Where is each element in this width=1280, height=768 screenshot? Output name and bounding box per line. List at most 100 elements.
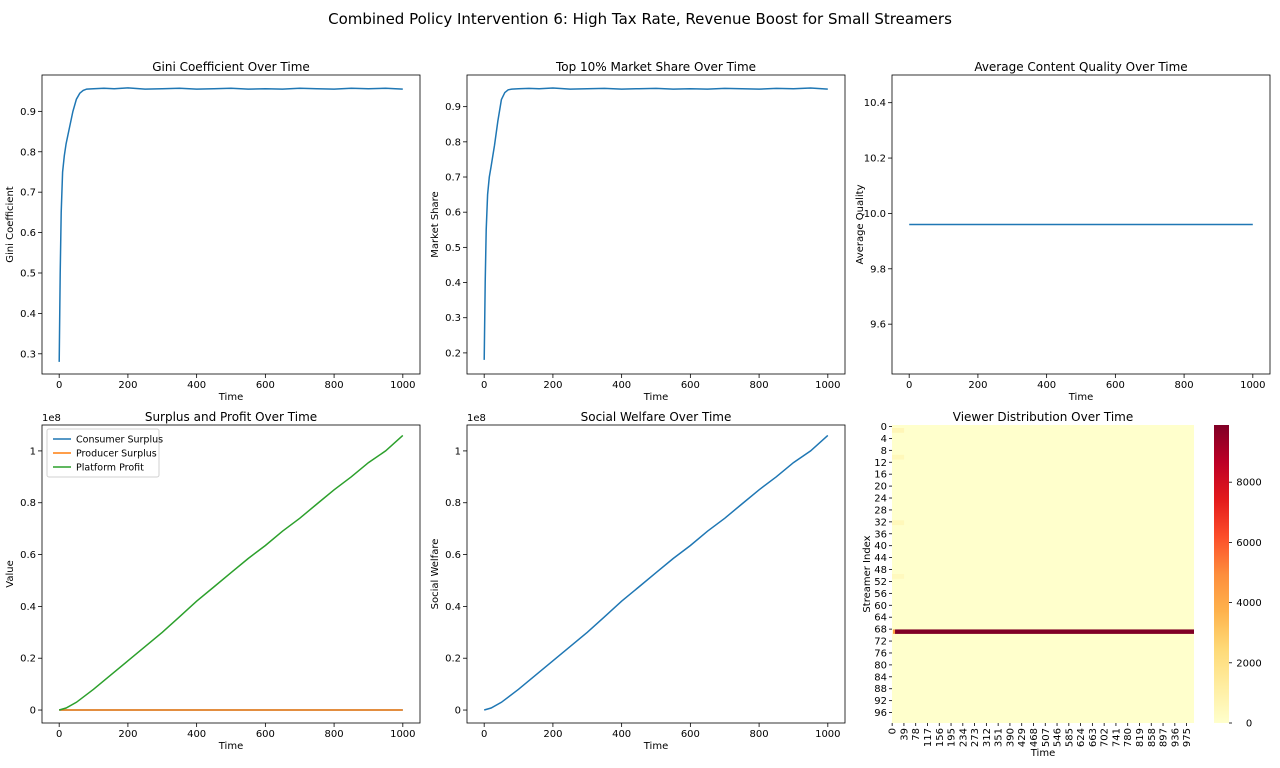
x-tick-label: 663	[1088, 728, 1099, 747]
y-offset-text: 1e8	[467, 413, 486, 424]
gini-chart: 0 200 400 600 800 1000 0.3 0.4 0.5 0.6 0.7 0.8 0.9 Gi…	[5, 60, 421, 403]
axes-frame	[466, 74, 846, 375]
y-tick-label: 0.6	[20, 228, 36, 239]
x-tick-label: 0	[56, 380, 62, 391]
y-tick-label: 68	[874, 625, 887, 636]
axes-frame	[41, 424, 421, 724]
x-tick-label: 1000	[390, 380, 415, 391]
axes-frame	[41, 74, 421, 375]
y-tick-label: 0.6	[20, 550, 36, 561]
legend-label: Consumer Surplus	[76, 435, 163, 446]
y-axis-label: Social Welfare	[430, 539, 441, 610]
y-tick-label: 0.4	[20, 309, 36, 320]
y-tick-label: 52	[874, 577, 887, 588]
y-tick-label: 0	[881, 422, 887, 433]
y-tick-label: 0.8	[445, 137, 461, 148]
y-tick-label: 0.4	[445, 278, 461, 289]
x-tick-label: 0	[481, 729, 487, 740]
chart-title: Viewer Distribution Over Time	[953, 410, 1133, 424]
axes-frame	[466, 424, 846, 724]
colorbar-tick-label: 8000	[1236, 478, 1261, 489]
y-offset-text: 1e8	[42, 413, 61, 424]
x-axis-label: Time	[643, 741, 668, 752]
y-tick-label: 4	[881, 434, 887, 445]
legend-label: Producer Surplus	[76, 449, 157, 460]
x-axis-label: Time	[218, 741, 243, 752]
x-tick-label: 468	[1029, 728, 1040, 747]
x-tick-label: 39	[899, 728, 910, 741]
y-tick-label: 92	[874, 696, 887, 707]
x-axis-label: Time	[1030, 748, 1055, 759]
x-tick-label: 800	[325, 380, 344, 391]
x-tick-label: 800	[750, 729, 769, 740]
x-tick-label: 975	[1182, 728, 1193, 747]
colorbar-tick-label: 2000	[1236, 658, 1261, 669]
x-tick-label: 936	[1170, 728, 1181, 747]
x-tick-label: 200	[118, 729, 137, 740]
y-tick-label: 72	[874, 637, 887, 648]
chart-title: Surplus and Profit Over Time	[145, 410, 317, 424]
x-tick-label: 200	[968, 380, 987, 391]
market-share-chart: 0 200 400 600 800 1000 0.2 0.3 0.4 0.5 0.6 0.7 0.8 0.…	[430, 60, 846, 403]
y-tick-label: 9.6	[870, 320, 886, 331]
y-tick-label: 84	[874, 672, 887, 683]
surplus-profit-chart: 0 200 400 600 800 1000 0 0.2 0.4 0.6 0.8 1 Surplus a…	[5, 410, 421, 752]
x-tick-label: 600	[256, 729, 275, 740]
x-tick-label: 390	[1005, 728, 1016, 747]
y-tick-label: 0.3	[20, 349, 36, 360]
chart-title: Gini Coefficient Over Time	[152, 60, 310, 74]
x-tick-label: 156	[935, 728, 946, 747]
x-axis-label: Time	[218, 392, 243, 403]
y-tick-label: 64	[874, 613, 887, 624]
y-axis-label: Value	[5, 560, 16, 587]
y-tick-label: 0.3	[445, 313, 461, 324]
x-tick-label: 507	[1041, 728, 1052, 747]
colorbar-tick-label: 4000	[1236, 598, 1261, 609]
x-tick-label: 200	[543, 380, 562, 391]
x-tick-label: 897	[1159, 728, 1170, 747]
y-tick-label: 0.2	[445, 654, 461, 665]
x-tick-label: 117	[923, 728, 934, 747]
y-tick-label: 80	[874, 660, 887, 671]
x-tick-label: 780	[1123, 728, 1134, 747]
series-line-0	[58, 87, 403, 362]
y-tick-label: 10.2	[864, 154, 886, 165]
y-tick-label: 96	[874, 708, 887, 719]
y-axis-label: Gini Coefficient	[5, 186, 16, 263]
social-welfare-chart: 0 200 400 600 800 1000 0 0.2 0.4 0.6 0.8 1 Social We…	[430, 410, 846, 752]
y-tick-label: 32	[874, 517, 887, 528]
y-tick-label: 76	[874, 648, 887, 659]
series-line-0	[483, 434, 829, 711]
heatmap-cell-transition	[893, 629, 896, 634]
x-tick-label: 600	[1106, 380, 1125, 391]
x-tick-label: 400	[187, 729, 206, 740]
heatmap-cell-streamer-69	[895, 629, 1194, 634]
figure-title: Combined Policy Intervention 6: High Tax…	[328, 10, 952, 28]
x-tick-label: 702	[1100, 728, 1111, 747]
y-tick-label: 1	[30, 446, 36, 457]
x-tick-label: 0	[888, 728, 899, 734]
x-tick-label: 78	[911, 728, 922, 741]
y-tick-label: 12	[874, 458, 887, 469]
x-tick-label: 1000	[815, 729, 840, 740]
x-tick-label: 200	[543, 729, 562, 740]
y-tick-label: 0.9	[445, 102, 461, 113]
y-tick-label: 0.8	[20, 147, 36, 158]
y-tick-label: 1	[455, 446, 461, 457]
x-tick-label: 312	[982, 728, 993, 747]
heatmap-background	[892, 425, 1194, 723]
chart-title: Top 10% Market Share Over Time	[555, 60, 756, 74]
x-tick-label: 819	[1135, 728, 1146, 747]
y-tick-label: 44	[874, 553, 887, 564]
x-tick-label: 600	[681, 729, 700, 740]
y-tick-label: 0.4	[445, 602, 461, 613]
y-tick-label: 24	[874, 494, 887, 505]
x-tick-label: 800	[325, 729, 344, 740]
y-tick-label: 0.6	[445, 550, 461, 561]
x-tick-label: 400	[612, 380, 631, 391]
x-axis-label: Time	[1068, 392, 1093, 403]
y-tick-label: 28	[874, 505, 887, 516]
y-tick-label: 20	[874, 482, 887, 493]
colorbar-tick-label: 6000	[1236, 538, 1261, 549]
y-tick-label: 60	[874, 601, 887, 612]
